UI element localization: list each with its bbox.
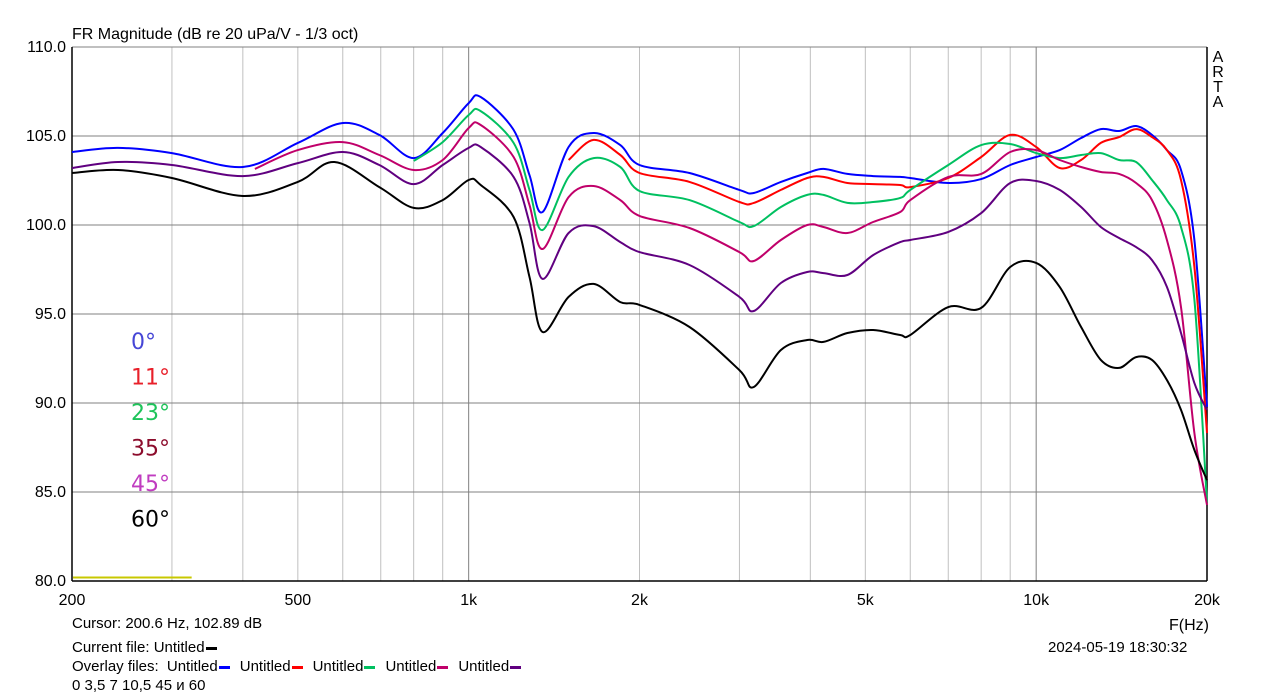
series-line-4 bbox=[71, 143, 1208, 411]
y-tick-label: 80.0 bbox=[35, 573, 66, 590]
legend-label: 23° bbox=[131, 401, 170, 426]
y-tick-label: 100.0 bbox=[26, 217, 66, 234]
series-line-3 bbox=[254, 121, 1208, 506]
watermark-letter: R bbox=[1212, 64, 1224, 81]
legend: 0° 11° 23° 35° 45° 60° bbox=[131, 330, 170, 533]
overlay-color-swatch bbox=[364, 665, 376, 669]
overlay-color-swatch bbox=[437, 665, 449, 669]
x-tick-label: 1k bbox=[460, 592, 478, 609]
y-tick-label: 90.0 bbox=[35, 395, 66, 412]
x-tick-label: 20k bbox=[1194, 592, 1221, 609]
chart-title: FR Magnitude (dB re 20 uPa/V - 1/3 oct) bbox=[72, 26, 358, 43]
note-text: 0 3,5 7 10,5 45 и 60 bbox=[72, 677, 206, 694]
x-tick-label: 2k bbox=[631, 592, 649, 609]
legend-label: 60° bbox=[131, 508, 170, 533]
overlay-file-name: Untitled bbox=[458, 658, 510, 675]
overlay-files: Overlay files: Untitled Untitled Untitled U… bbox=[72, 658, 531, 675]
series-line-1 bbox=[567, 128, 1208, 434]
y-tick-label: 95.0 bbox=[35, 306, 66, 323]
overlay-file-name: Untitled bbox=[239, 658, 291, 675]
watermark-letter: A bbox=[1213, 94, 1224, 111]
current-file: Current file: Untitled bbox=[72, 639, 227, 656]
legend-label: 45° bbox=[131, 472, 170, 497]
tick-labels: 110.0 105.0 100.0 95.0 90.0 85.0 80.0 200 500 1k 2… bbox=[26, 39, 1221, 609]
series-line-2 bbox=[413, 107, 1208, 504]
overlay-color-swatch bbox=[218, 665, 230, 669]
watermark-letter: T bbox=[1213, 79, 1223, 96]
current-file-swatch bbox=[205, 646, 217, 650]
x-tick-label: 5k bbox=[857, 592, 875, 609]
legend-label: 11° bbox=[131, 366, 170, 391]
legend-label: 0° bbox=[131, 330, 156, 355]
y-tick-label: 85.0 bbox=[35, 484, 66, 501]
overlay-color-swatch bbox=[291, 665, 303, 669]
grid bbox=[71, 46, 1208, 582]
series-line-0 bbox=[71, 94, 1208, 407]
x-tick-label: 500 bbox=[284, 592, 311, 609]
y-tick-label: 110.0 bbox=[27, 39, 66, 56]
y-tick-label: 105.0 bbox=[26, 128, 66, 145]
timestamp: 2024-05-19 18:30:32 bbox=[1048, 639, 1188, 656]
x-tick-label: 10k bbox=[1023, 592, 1050, 609]
overlay-file-name: Untitled bbox=[166, 658, 218, 675]
current-file-label: Current file: Untitled bbox=[72, 639, 205, 656]
series-group bbox=[71, 94, 1208, 579]
watermark-letter: A bbox=[1213, 49, 1224, 66]
overlay-file-name: Untitled bbox=[385, 658, 437, 675]
overlay-color-swatch bbox=[510, 665, 522, 669]
x-tick-label: 200 bbox=[59, 592, 86, 609]
overlay-label: Overlay files: bbox=[72, 658, 159, 675]
overlay-file-name: Untitled bbox=[312, 658, 364, 675]
legend-label: 35° bbox=[131, 437, 170, 462]
x-axis-label: F(Hz) bbox=[1169, 617, 1209, 634]
cursor-readout: Cursor: 200.6 Hz, 102.89 dB bbox=[72, 615, 263, 632]
series-line-5 bbox=[71, 160, 1208, 481]
